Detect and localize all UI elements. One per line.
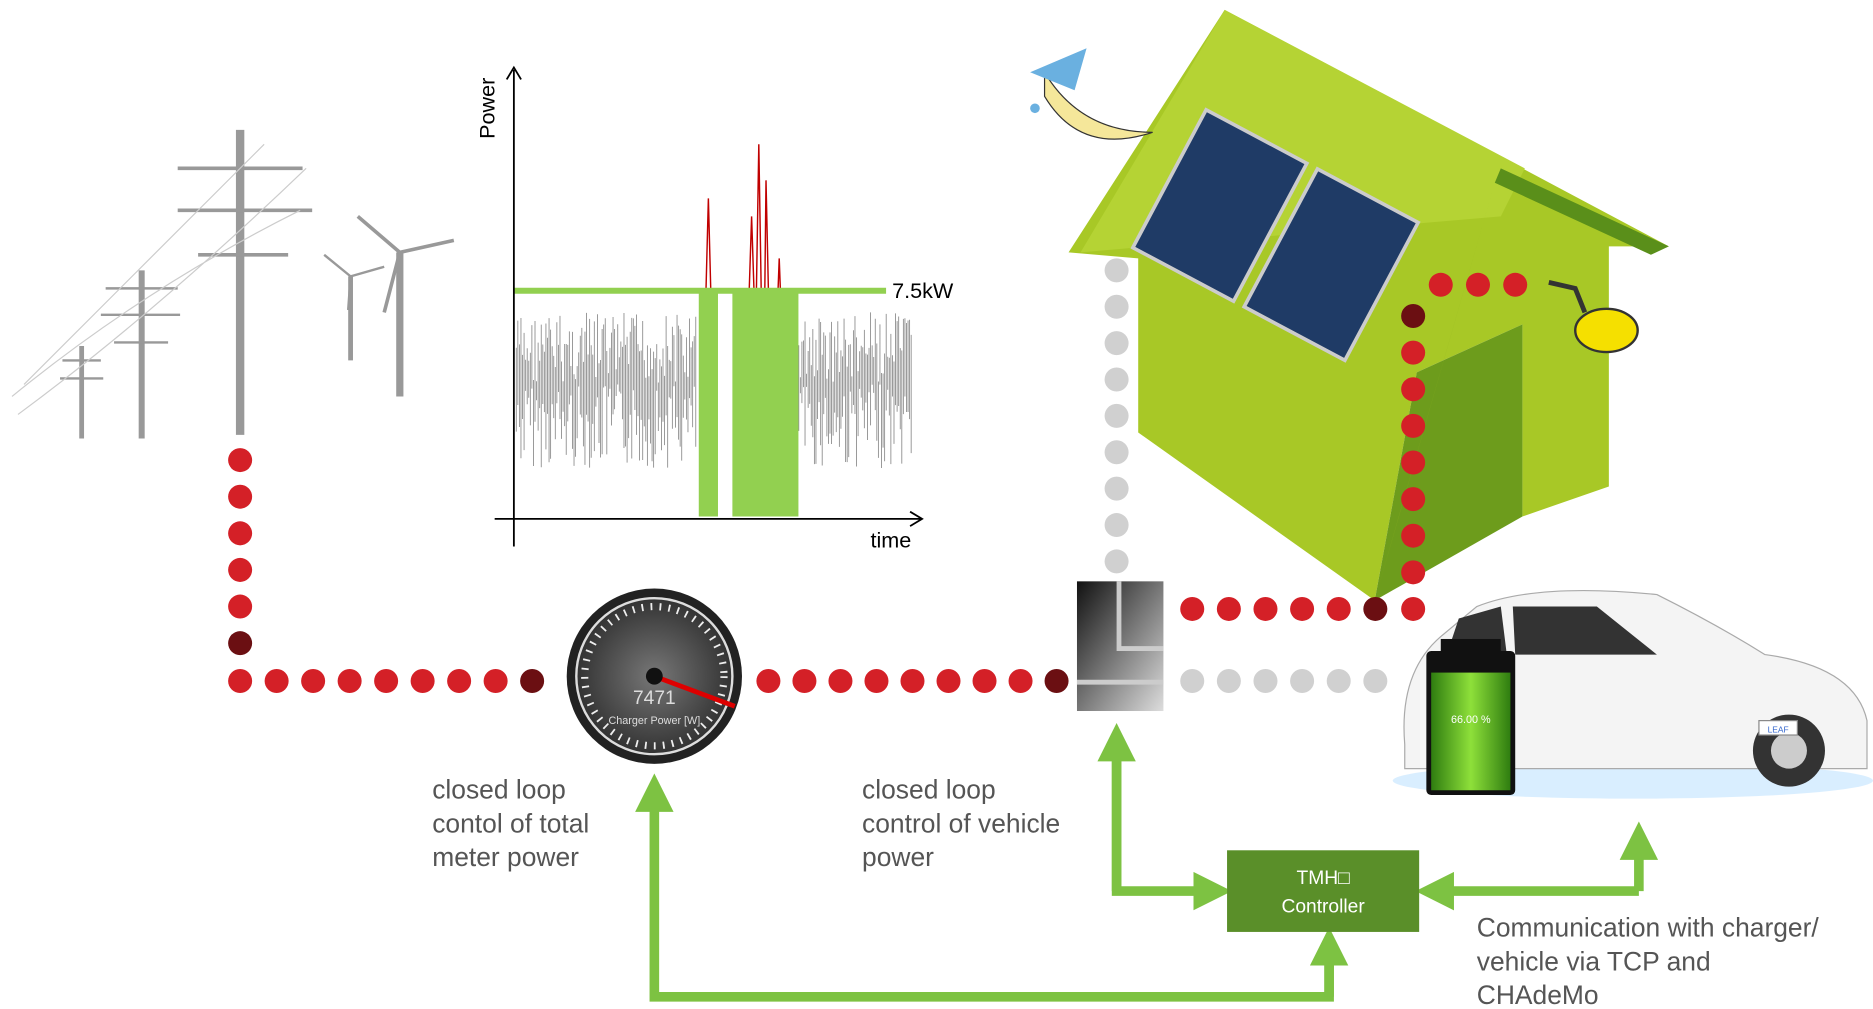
dot [828,668,853,694]
dot [1290,596,1315,621]
dot [228,631,253,656]
dot [228,448,253,473]
inset-chart: Power time 7.5kW [475,65,954,553]
y-label: Power [475,78,500,139]
dot [228,557,253,582]
controller [1227,850,1420,932]
dot [410,668,435,694]
caption: CHAdeMo [1477,980,1599,1009]
dot [900,668,925,694]
dot [374,668,399,694]
dot [1326,596,1351,621]
caption: control of vehicle [862,808,1060,838]
wires [228,258,1528,694]
car-badge: LEAF [1768,725,1789,735]
dot [972,668,997,694]
dot [447,668,472,694]
threshold-label: 7.5kW [892,278,954,303]
charging-block [732,290,799,517]
noise [515,312,912,469]
dot [1401,413,1426,438]
dot [337,668,362,694]
dot [1216,596,1241,621]
dot [1401,596,1426,621]
dot [264,668,289,694]
dot [483,668,508,694]
peaks [705,144,782,291]
dot [1104,294,1129,319]
axes [494,65,924,547]
dot [1216,668,1241,694]
dot [228,484,253,509]
dot [1401,450,1426,475]
dot [520,668,545,694]
caption: vehicle via TCP and [1477,946,1711,976]
dot [1363,596,1388,621]
dot [1253,596,1278,621]
dot [1428,272,1453,297]
dot [228,521,253,546]
caption: power [862,842,934,872]
dot [1290,668,1315,694]
dot [1401,377,1426,402]
gauge: 7471 Charger Power [W] [566,588,742,764]
caption: closed loop [432,775,566,805]
controller-text: TMH□ [1297,868,1351,889]
dot [1326,668,1351,694]
gauge-value: 7471 [633,688,676,709]
dot [1401,340,1426,365]
caption: contol of total [432,808,589,838]
dot [864,668,889,694]
dot [1104,367,1129,392]
dot [1465,272,1490,297]
x-label: time [870,528,911,553]
controller-text: Controller [1281,897,1365,918]
dot [1401,523,1426,548]
dot [1401,487,1426,512]
caption: closed loop [862,775,996,805]
meter-lines [1076,581,1164,685]
dot [1104,331,1129,356]
gauge-label: Charger Power [W] [608,715,700,727]
dot [228,594,253,619]
dot [1104,513,1129,538]
dot [1104,440,1129,465]
dot [1253,668,1278,694]
dot [1180,596,1205,621]
dot [1044,668,1069,694]
charging-block [698,290,718,517]
dot [792,668,817,694]
dot [936,668,961,694]
dot [1104,476,1129,501]
dot [756,668,781,694]
battery-label: 66.00 % [1451,714,1491,726]
power-lines [11,129,455,439]
caption: meter power [432,842,579,872]
battery: 66.00 % [1426,638,1516,796]
dot [1104,549,1129,574]
house [1030,9,1669,601]
caption: Communication with charger/ [1477,913,1820,943]
dot [1503,272,1528,297]
dot [1401,560,1426,585]
dot [1401,303,1426,329]
dot [1363,668,1388,694]
dot [301,668,326,694]
dot [1104,258,1129,283]
dot [1008,668,1033,694]
dot [228,668,253,694]
feedback-arrows [635,723,1659,1002]
dot [1104,403,1129,428]
dot [1180,668,1205,694]
